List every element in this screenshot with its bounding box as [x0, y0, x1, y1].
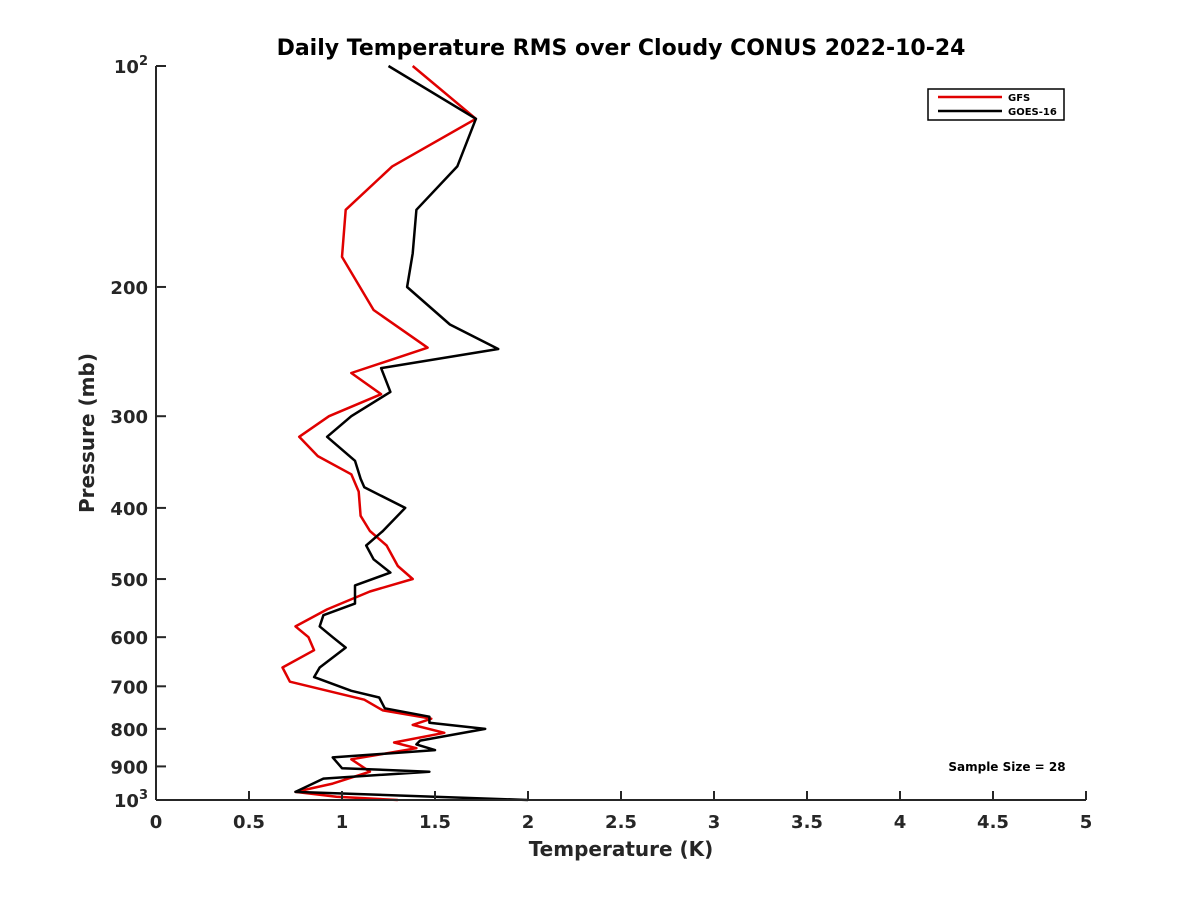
y-tick-label: 700	[110, 677, 148, 698]
x-axis-label: Temperature (K)	[529, 837, 714, 861]
y-tick-label: 300	[110, 407, 148, 428]
x-tick-label: 5	[1080, 812, 1093, 833]
series-line-gfs	[281, 65, 478, 802]
y-tick-label: 500	[110, 570, 148, 591]
chart-title: Daily Temperature RMS over Cloudy CONUS …	[277, 36, 966, 61]
x-tick-label: 0.5	[233, 812, 265, 833]
x-tick-label: 2	[522, 812, 535, 833]
x-tick-label: 2.5	[605, 812, 637, 833]
x-tick-label: 4.5	[977, 812, 1009, 833]
y-tick-label: 800	[110, 720, 148, 741]
y-tick-label: 102	[114, 54, 148, 78]
x-tick-label: 1.5	[419, 812, 451, 833]
plot-lines	[281, 64, 529, 802]
x-ticks: 0 0.5 1 1.5 2 2.5 3 3.5 4 4.5 5	[150, 791, 1093, 833]
legend-box	[927, 88, 1065, 121]
x-tick-label: 3	[708, 812, 721, 833]
y-tick-label: 200	[110, 278, 148, 299]
legend-label-gfs: GFS	[1008, 93, 1030, 104]
series-line-goes-16	[294, 64, 529, 802]
x-tick-label: 4	[894, 812, 907, 833]
y-tick-label: 900	[110, 757, 148, 778]
y-tick-label: 600	[110, 628, 148, 649]
axes	[155, 66, 1086, 801]
legend: GFS GOES-16	[927, 88, 1065, 121]
y-ticks: 102 200 300 400 500 600 700 800 900 103	[110, 54, 166, 812]
x-tick-label: 0	[150, 812, 163, 833]
x-tick-label: 3.5	[791, 812, 823, 833]
legend-label-goes16: GOES-16	[1008, 107, 1057, 118]
y-tick-label: 400	[110, 499, 148, 520]
x-tick-label: 1	[336, 812, 349, 833]
y-tick-label: 103	[114, 788, 148, 812]
sample-size-annotation: Sample Size = 28	[948, 760, 1065, 774]
y-axis-label: Pressure (mb)	[75, 353, 99, 513]
